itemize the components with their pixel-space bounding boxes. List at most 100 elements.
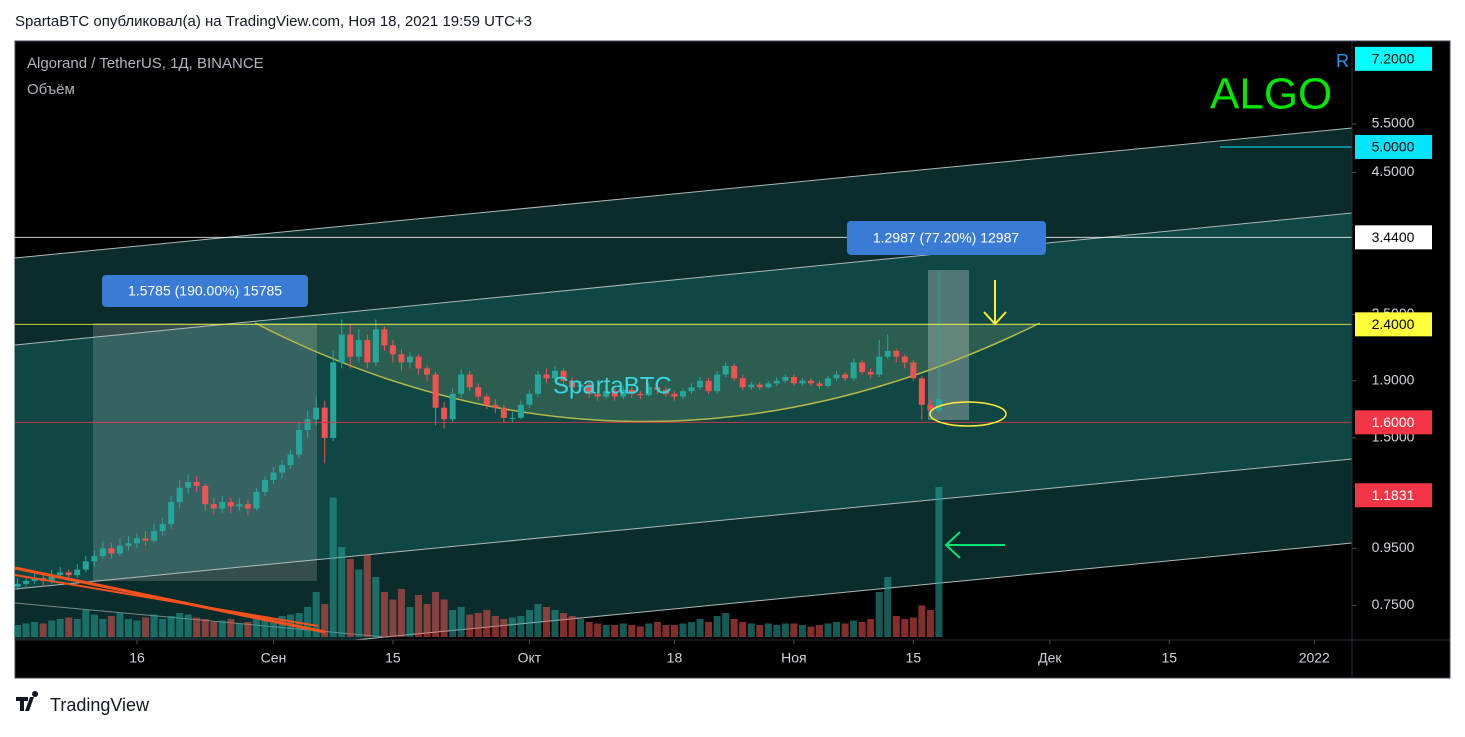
volume-bar — [815, 625, 823, 637]
volume-bar — [380, 592, 388, 637]
channel-line — [349, 542, 1352, 640]
candle-body — [313, 407, 320, 420]
measure-label-bg — [847, 221, 1046, 255]
volume-bar — [457, 607, 465, 637]
candle-body — [82, 561, 89, 570]
candle-body — [441, 407, 448, 420]
volume-bar — [449, 610, 457, 637]
volume-bar — [602, 625, 610, 637]
candle-body — [577, 384, 584, 388]
candle-body — [475, 387, 482, 397]
candle-body — [65, 572, 72, 576]
candle-body — [116, 545, 123, 554]
candle-body — [901, 356, 908, 363]
candle-body — [415, 356, 422, 369]
candle-body — [637, 393, 644, 396]
volume-bar — [269, 619, 277, 637]
candle-body — [330, 362, 337, 438]
candle-body — [850, 362, 857, 379]
candle-body — [168, 502, 175, 525]
candle-body — [560, 370, 567, 381]
volume-bar — [756, 625, 764, 637]
candle-body — [133, 538, 140, 544]
x-tick-label: 16 — [129, 650, 145, 666]
volume-bar — [406, 607, 414, 637]
candle-body — [765, 383, 772, 388]
y-tick-label: 1.9000 — [1372, 371, 1415, 387]
volume-bar — [312, 592, 320, 637]
price-marker-label: 2.4000 — [1372, 316, 1415, 332]
volume-bar — [619, 623, 627, 637]
volume-bar — [747, 623, 755, 637]
candle-body — [526, 393, 533, 405]
candle-body — [458, 374, 465, 394]
candle-body — [398, 354, 405, 363]
volume-bar — [227, 619, 235, 637]
candle-body — [296, 429, 303, 455]
candle-body — [517, 404, 524, 418]
candle-body — [731, 365, 738, 379]
candle-body — [364, 339, 371, 363]
volume-bar — [201, 619, 209, 637]
volume-bar — [483, 610, 491, 637]
candle-body — [159, 524, 166, 532]
candle-body — [816, 383, 823, 386]
x-tick-label: Окт — [518, 650, 542, 666]
candle-body — [151, 531, 158, 541]
candle-body — [569, 380, 576, 388]
candle-body — [381, 329, 388, 346]
candle-body — [552, 370, 559, 379]
volume-bar — [133, 620, 141, 637]
candle-body — [654, 387, 661, 390]
candle-body — [935, 399, 942, 411]
volume-bar — [142, 617, 150, 637]
volume-bar — [176, 613, 184, 637]
channel-line — [15, 212, 1352, 346]
volume-bar — [244, 622, 252, 637]
publisher: SpartaBTC опубликовал(а) на TradingView.… — [15, 13, 532, 30]
volume-bar — [867, 619, 875, 637]
candle-body — [714, 374, 721, 392]
candle-body — [790, 377, 797, 384]
candle-body — [500, 407, 507, 418]
candle-body — [876, 356, 883, 375]
volume-bar — [295, 613, 303, 637]
volume-bar — [713, 616, 721, 637]
channel-line — [15, 458, 1352, 590]
volume-bar — [218, 620, 226, 637]
volume-title: Объём — [27, 81, 75, 98]
volume-bar — [542, 607, 550, 637]
candle-body — [193, 481, 200, 486]
candle-body — [910, 362, 917, 379]
candle-body — [48, 575, 55, 581]
price-marker — [1355, 134, 1432, 159]
volume-bar — [56, 619, 64, 637]
volume-bar — [730, 619, 738, 637]
candle-body — [893, 350, 900, 357]
candle-body — [756, 384, 763, 388]
volume-bar — [670, 625, 678, 637]
candle-body — [628, 389, 635, 394]
volume-bar — [560, 613, 568, 637]
volume-bar — [764, 623, 772, 637]
volume-bar — [82, 610, 90, 637]
candle-body — [697, 380, 704, 388]
candle-body — [918, 378, 925, 405]
x-tick-label: 2022 — [1299, 650, 1330, 666]
volume-bar — [645, 623, 653, 637]
x-tick-label: 15 — [906, 650, 922, 666]
volume-bar — [73, 619, 81, 637]
volume-bar — [124, 619, 132, 637]
volume-bar — [517, 616, 525, 637]
candle-body — [611, 391, 618, 397]
volume-bar — [278, 616, 286, 637]
candle-body — [253, 491, 260, 509]
volume-bar — [107, 616, 115, 637]
x-tick-label: Сен — [261, 650, 287, 666]
x-tick-label: 15 — [385, 650, 401, 666]
volume-bar — [167, 616, 175, 637]
candle-body — [279, 465, 286, 473]
volume-bar — [926, 610, 934, 637]
volume-bar — [65, 617, 73, 637]
